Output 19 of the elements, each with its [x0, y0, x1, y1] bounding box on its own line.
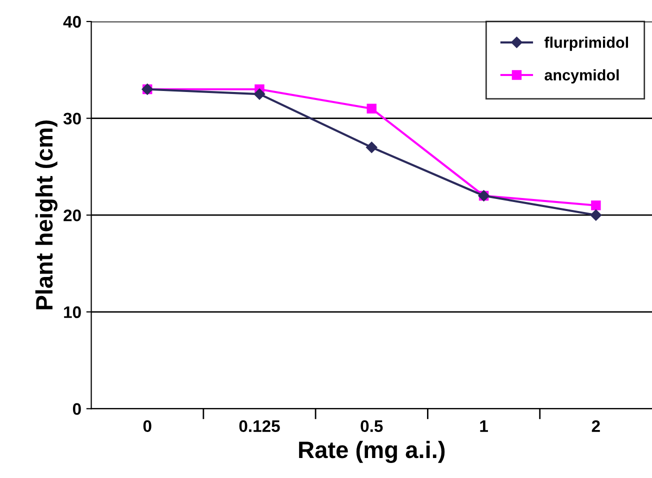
point	[366, 104, 376, 114]
y-tick-label: 10	[64, 306, 81, 318]
x-tick-label: 2	[592, 420, 600, 432]
point	[366, 142, 378, 153]
y-axis-title: Plant height (cm)	[35, 120, 58, 310]
x-tick-label: 0	[143, 420, 152, 432]
x-tick-label: 0.125	[239, 420, 280, 432]
y-tick-label: 0	[72, 403, 81, 415]
y-tick-label: 20	[64, 210, 81, 222]
point	[591, 200, 601, 210]
x-tick-label: 0.5	[360, 420, 383, 432]
point	[254, 88, 266, 100]
point	[590, 209, 602, 221]
legend-label: flurprimidol	[544, 36, 628, 51]
legend-label: ancymidol	[544, 69, 619, 84]
y-tick-label: 40	[63, 16, 81, 28]
y-tick-label: 30	[63, 112, 81, 125]
x-axis-title: Rate (mg a.i.)	[299, 440, 445, 464]
x-tick-label: 1	[480, 420, 488, 432]
